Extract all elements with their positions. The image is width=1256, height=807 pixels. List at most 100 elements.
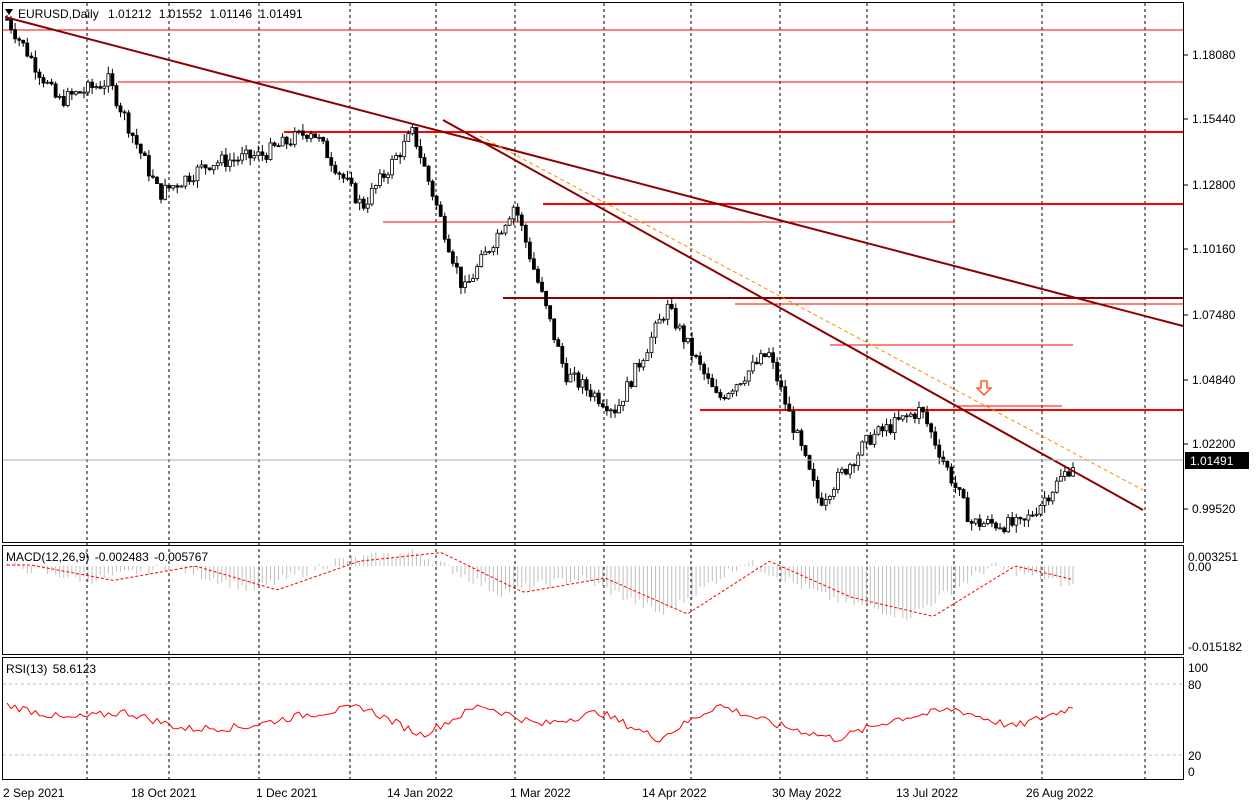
candle-body: [925, 411, 929, 425]
candle-body: [929, 423, 934, 433]
candle-body: [57, 96, 62, 98]
candle-body: [961, 489, 966, 499]
x-tick-label: 1 Dec 2021: [256, 786, 318, 800]
candle-body: [369, 187, 374, 205]
candle-body: [232, 159, 236, 162]
candle-body: [1014, 517, 1019, 526]
candle-body: [353, 183, 358, 204]
candle-body: [422, 157, 427, 167]
candle-body: [471, 278, 476, 282]
candle-body: [171, 185, 176, 189]
candle-body: [568, 373, 573, 383]
candle-body: [771, 352, 775, 363]
candle-body: [1058, 475, 1063, 482]
candle-body: [446, 238, 451, 253]
candle-body: [896, 417, 901, 420]
current-price-tag: [1185, 452, 1249, 469]
candle-body: [629, 381, 634, 388]
candle-body: [114, 85, 119, 107]
candle-body: [426, 165, 431, 182]
candle-body: [329, 157, 334, 166]
rsi-tick-20: 20: [1188, 749, 1202, 763]
candle-body: [442, 215, 447, 240]
candle-body: [600, 403, 605, 407]
time-axis: 2 Sep 2021 18 Oct 2021 1 Dec 2021 14 Jan 20…: [3, 786, 1094, 800]
candle-body: [187, 175, 192, 183]
candle-body: [686, 337, 690, 343]
candle-body: [151, 175, 155, 178]
candle-body: [345, 177, 350, 180]
y-tick-label: 1.12800: [1192, 178, 1236, 192]
macd-tick-bottom: -0.015182: [1188, 640, 1242, 654]
candle-body: [852, 464, 857, 467]
candle-body: [536, 268, 540, 283]
candle-body: [305, 134, 309, 139]
candle-body: [661, 318, 666, 321]
candle-body: [491, 247, 496, 252]
fib-line: [479, 135, 1144, 491]
candle-body: [807, 455, 812, 470]
x-tick-label: 13 Jul 2022: [896, 786, 958, 800]
candle-body: [673, 308, 678, 329]
candle-body: [681, 325, 686, 343]
candle-body: [953, 482, 958, 488]
rsi-line: [6, 702, 1074, 743]
candle-body: [410, 126, 415, 135]
candle-body: [207, 167, 212, 171]
rsi-panel-frame: [2, 657, 1184, 780]
x-tick-label: 14 Jan 2022: [387, 786, 453, 800]
candle-body: [434, 195, 439, 206]
trendline-long: [4, 16, 1184, 327]
candle-body: [977, 518, 982, 527]
candle-body: [540, 281, 544, 292]
candle-body: [617, 405, 621, 414]
candle-body: [183, 175, 188, 187]
candle-body: [280, 136, 285, 147]
candle-body: [730, 390, 735, 394]
candle-body: [795, 430, 800, 433]
current-price-label: 1.01491: [1190, 454, 1234, 468]
candle-body: [146, 155, 151, 177]
candle-body: [523, 224, 528, 243]
candle-body: [1067, 471, 1071, 477]
candle-body: [969, 521, 974, 524]
candle-body: [341, 173, 346, 179]
candle-body: [726, 393, 731, 400]
candle-body: [1042, 497, 1047, 506]
candle-body: [637, 362, 642, 368]
candle-body: [382, 173, 386, 178]
trendline-steep: [442, 119, 1144, 511]
candle-body: [985, 519, 990, 524]
x-tick-label: 14 Apr 2022: [642, 786, 707, 800]
candle-body: [819, 497, 824, 506]
candle-body: [211, 165, 216, 171]
candle-body: [641, 360, 646, 368]
candle-body: [868, 434, 873, 445]
y-tick-label: 1.18080: [1192, 48, 1236, 62]
candle-body: [215, 162, 220, 166]
candle-body: [791, 410, 796, 433]
candle-body: [892, 417, 897, 434]
candle-body: [219, 154, 224, 164]
collapse-triangle-icon[interactable]: [5, 9, 13, 15]
candle-body: [467, 281, 471, 283]
candle-body: [945, 461, 950, 468]
candle-body: [815, 480, 820, 499]
candle-body: [256, 151, 261, 156]
candle-body: [604, 406, 609, 412]
candle-body: [665, 303, 670, 320]
candle-body: [203, 164, 208, 169]
candle-body: [86, 81, 90, 93]
candle-body: [430, 180, 435, 197]
candle-body: [507, 218, 512, 226]
candle-body: [418, 146, 423, 159]
candle-body: [1022, 518, 1027, 521]
candle-body: [29, 55, 34, 59]
candle-body: [649, 336, 654, 354]
candle-body: [276, 145, 281, 148]
candle-body: [288, 143, 293, 146]
candle-body: [175, 185, 180, 188]
candle-body: [860, 441, 865, 456]
candle-body: [831, 489, 836, 497]
candle-body: [365, 203, 370, 209]
